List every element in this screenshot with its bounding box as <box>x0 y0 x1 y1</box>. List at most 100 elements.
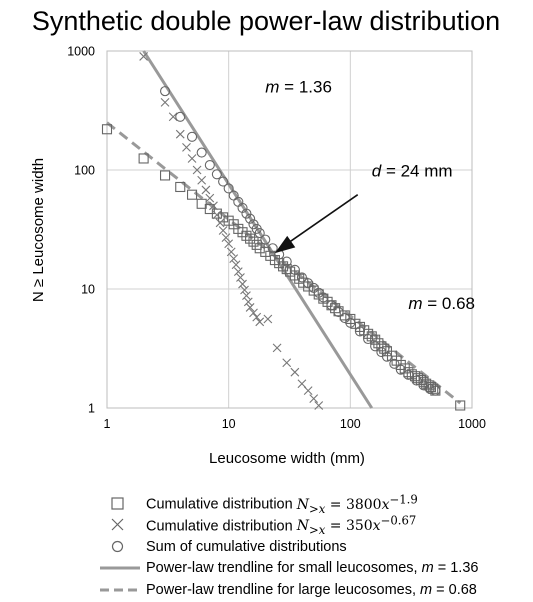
square-point <box>428 383 439 394</box>
cross-point <box>309 394 319 403</box>
square-point <box>101 124 113 135</box>
cross-point <box>238 279 247 289</box>
circle-point <box>333 307 344 318</box>
cross-point <box>197 175 207 185</box>
y-tick-label: 1000 <box>67 45 95 59</box>
y-axis-label: N ≥ Leucosome width <box>30 158 47 302</box>
circle-point <box>296 272 307 283</box>
x-tick-label: 1000 <box>458 417 486 431</box>
cross-point <box>282 358 292 368</box>
square-point <box>138 153 149 164</box>
cross-point <box>192 165 202 175</box>
cross-point <box>175 129 185 139</box>
square-point <box>159 170 171 181</box>
square-point <box>218 212 229 223</box>
cross-point <box>182 142 191 152</box>
cross-point <box>168 112 178 122</box>
cross-point <box>201 185 211 195</box>
y-tick-label: 100 <box>74 164 95 178</box>
annotations: m = 1.36 d = 24 mm m = 0.68 <box>265 77 475 313</box>
square-point <box>248 236 259 247</box>
circle-point <box>424 383 435 394</box>
square-point <box>359 325 370 336</box>
square-point <box>196 198 207 209</box>
circle-point <box>223 183 234 194</box>
square-point <box>412 373 424 384</box>
cross-point <box>139 52 149 61</box>
square-point <box>241 230 252 241</box>
cross-point <box>236 273 245 282</box>
x-tick-label: 1 <box>104 417 111 431</box>
cross-point <box>224 239 234 249</box>
circle-point <box>345 317 356 328</box>
square-point <box>366 331 377 342</box>
x-tick-label: 10 <box>222 417 236 431</box>
cross-point <box>233 267 243 276</box>
circle-point <box>281 256 292 267</box>
circle-point <box>211 169 222 180</box>
annotation-label: m = 0.68 <box>408 294 475 313</box>
circle-point <box>395 364 406 375</box>
square-point <box>409 371 421 382</box>
square-point <box>370 334 381 345</box>
cross-point <box>272 343 282 353</box>
circle-point <box>159 86 171 97</box>
chart-title: Synthetic double power-law distribution <box>32 6 500 36</box>
data-marks <box>101 50 466 411</box>
cross-point <box>255 317 265 327</box>
cross-point <box>242 291 251 300</box>
square-point <box>245 233 256 244</box>
axes <box>106 50 473 409</box>
grid <box>106 50 473 409</box>
circle-point <box>260 234 271 245</box>
circle-point <box>418 380 429 391</box>
solid-line-icon <box>100 558 146 578</box>
square-point <box>339 310 350 321</box>
square-point <box>415 374 426 386</box>
x-axis-label: Leucosome width (mm) <box>209 450 365 467</box>
circle-point <box>241 208 252 219</box>
circle-point <box>411 375 422 386</box>
circle-point <box>196 147 207 158</box>
cross-point <box>249 308 258 318</box>
square-point <box>186 189 198 200</box>
cross-point <box>209 201 218 211</box>
cross-point <box>252 312 262 322</box>
cross-point <box>263 314 273 324</box>
circle-point <box>218 176 229 187</box>
x-tick-label: 100 <box>340 417 361 431</box>
y-tick-label: 1 <box>88 402 95 416</box>
legend-label: Power-law trendline for large leucosomes… <box>146 581 477 598</box>
square-point <box>406 369 417 380</box>
square-point <box>373 338 384 349</box>
plot-frame <box>106 50 473 409</box>
tick-labels: 1 10 100 1000 1 10 100 1000 <box>67 45 486 432</box>
circle-point <box>186 131 198 142</box>
square-point <box>175 181 186 193</box>
legend-label: Cumulative distribution N>x = 3800x−1.9 <box>146 492 418 516</box>
cross-point <box>221 233 231 243</box>
legend-label: Cumulative distribution N>x = 350x−0.67 <box>146 513 417 537</box>
circle-point <box>318 292 329 303</box>
legend-item-squares: Cumulative distribution N>x = 3800x−1.9 <box>100 492 530 516</box>
cross-point <box>243 297 253 307</box>
cross-marker-icon <box>100 515 146 535</box>
cross-point <box>187 154 197 163</box>
circle-point <box>363 333 374 345</box>
square-point <box>237 227 248 238</box>
dashed-line-icon <box>100 580 146 600</box>
circle-point <box>430 385 441 396</box>
cross-point <box>240 285 249 295</box>
cross-point <box>231 260 241 270</box>
square-point <box>455 400 466 411</box>
chart-canvas: Synthetic double power-law distribution … <box>30 6 500 467</box>
cross-point <box>229 254 239 264</box>
legend-item-dashed-trendline: Power-law trendline for large leucosomes… <box>100 579 530 601</box>
circle-point <box>381 351 393 362</box>
square-marker-icon <box>100 494 146 514</box>
arrow-head <box>274 235 296 254</box>
cross-point <box>226 247 236 257</box>
circle-point <box>354 326 366 337</box>
annotation-label: m = 1.36 <box>265 77 332 96</box>
cross-point <box>160 97 170 107</box>
